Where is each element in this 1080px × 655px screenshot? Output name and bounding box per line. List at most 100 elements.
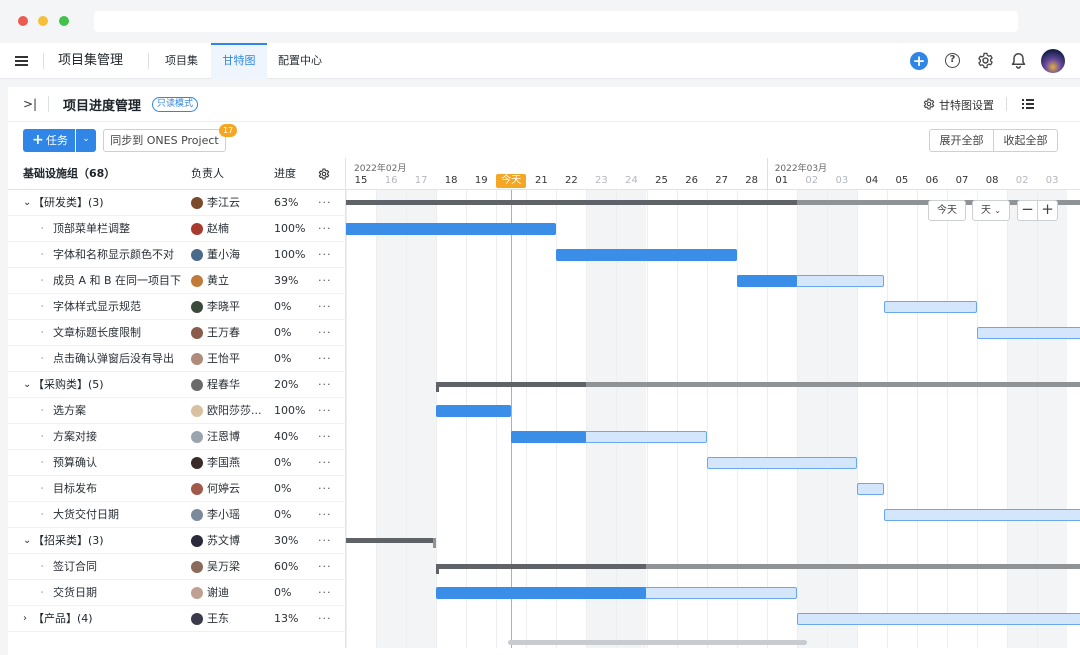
gantt-settings-button[interactable]: 甘特图设置 [939,99,994,112]
task-progress-bar[interactable] [436,405,512,417]
owner-name: 李小瑶 [207,508,240,521]
task-progress-bar[interactable] [346,223,557,235]
minimize-window-dot[interactable] [38,16,48,26]
add-icon[interactable]: + [910,52,928,70]
task-row[interactable]: · 预算确认 李国燕 0% ··· [8,450,346,476]
chevron-down-icon[interactable]: ⌄ [23,379,32,390]
more-icon[interactable]: ··· [318,456,332,469]
task-row[interactable]: · 方案对接 汪恩博 40% ··· [8,424,346,450]
horizontal-scrollbar[interactable] [508,640,807,645]
task-row[interactable]: · 文章标题长度限制 王万春 0% ··· [8,320,346,346]
chevron-down-icon[interactable]: ⌄ [23,197,32,208]
column-settings-icon[interactable] [318,168,330,180]
more-icon[interactable]: ··· [318,430,332,443]
task-bar[interactable] [883,509,1080,521]
progress-value: 0% [274,456,292,469]
gridline [676,174,678,648]
task-progress-bar[interactable] [436,587,647,599]
address-bar[interactable] [94,11,1018,32]
more-icon[interactable]: ··· [318,508,332,521]
task-row[interactable]: · 选方案 欧阳莎莎... 100% ··· [8,398,346,424]
sync-ones-button[interactable]: 同步到 ONES Project [103,129,226,152]
task-row[interactable]: · 字体样式显示规范 李晓平 0% ··· [8,294,346,320]
add-task-dropdown-icon[interactable]: ⌄ [76,129,96,152]
task-row[interactable]: · 目标发布 何婷云 0% ··· [8,476,346,502]
summary-bar[interactable] [436,382,1080,387]
task-row[interactable]: · 签订合同 吴万梁 60% ··· [8,554,346,580]
list-view-icon[interactable] [1022,99,1034,109]
task-bar[interactable] [883,301,978,313]
tab-gantt[interactable]: 甘特图 [211,43,267,79]
more-icon[interactable]: ··· [318,196,332,209]
month-separator [766,158,768,190]
divider [8,121,1080,122]
more-icon[interactable]: ··· [318,612,332,625]
avatar[interactable] [1041,49,1065,73]
more-icon[interactable]: ··· [318,404,332,417]
jump-today-button[interactable]: 今天 [928,200,966,221]
task-progress-bar[interactable] [556,249,737,261]
owner-name: 王东 [207,612,229,625]
more-icon[interactable]: ··· [318,534,332,547]
more-icon[interactable]: ··· [318,326,332,339]
tab-project-set[interactable]: 项目集 [165,54,198,67]
sync-count-badge: 17 [219,124,238,137]
bell-icon[interactable] [1011,52,1026,69]
sidebar-toggle-icon[interactable]: >| [23,97,38,111]
gridline [616,174,618,648]
task-bar[interactable] [796,613,1080,625]
task-bar[interactable] [856,483,884,495]
progress-value: 0% [274,586,292,599]
task-row[interactable]: · 顶部菜单栏调整 赵楠 100% ··· [8,216,346,242]
collapse-all-button[interactable]: 收起全部 [993,129,1058,152]
summary-progress-bar[interactable] [346,200,797,205]
more-icon[interactable]: ··· [318,222,332,235]
more-icon[interactable]: ··· [318,378,332,391]
chevron-right-icon[interactable]: › [23,613,27,624]
gridline [736,174,738,648]
close-window-dot[interactable] [18,16,28,26]
task-name: 文章标题长度限制 [53,326,141,339]
summary-bar[interactable] [436,564,1080,569]
maximize-window-dot[interactable] [59,16,69,26]
menu-icon[interactable] [15,56,28,66]
tab-config-center[interactable]: 配置中心 [278,54,322,67]
task-row[interactable]: · 大货交付日期 李小瑶 0% ··· [8,502,346,528]
summary-progress-bar[interactable] [436,564,647,569]
task-progress-bar[interactable] [511,431,587,443]
time-unit-select[interactable]: 天 ⌄ [972,200,1010,221]
gear-icon[interactable] [977,52,994,69]
day-label: 19 [474,175,488,186]
zoom-out-button[interactable]: − [1017,200,1038,221]
more-icon[interactable]: ··· [318,352,332,365]
task-bar[interactable] [977,327,1080,339]
avatar [191,223,203,235]
group-row[interactable]: ⌄ 【招采类】(3) 苏文博 30% ··· [8,528,346,554]
task-row[interactable]: · 字体和名称显示颜色不对 董小海 100% ··· [8,242,346,268]
group-row[interactable]: ⌄ 【采购类】(5) 程春华 20% ··· [8,372,346,398]
more-icon[interactable]: ··· [318,586,332,599]
summary-progress-bar[interactable] [436,382,587,387]
chevron-down-icon[interactable]: ⌄ [23,535,32,546]
task-progress-bar[interactable] [736,275,797,287]
task-row[interactable]: · 点击确认弹窗后没有导出 王怡平 0% ··· [8,346,346,372]
avatar [191,405,203,417]
gantt-settings-icon[interactable] [923,98,935,110]
summary-progress-bar[interactable] [346,538,437,543]
more-icon[interactable]: ··· [318,248,332,261]
more-icon[interactable]: ··· [318,482,332,495]
group-row[interactable]: › 【产品】(4) 王东 13% ··· [8,606,346,632]
task-name: 签订合同 [53,560,97,573]
add-task-button[interactable]: + 任务 [23,129,75,152]
task-bar[interactable] [706,457,857,469]
owner-name: 李江云 [207,196,240,209]
more-icon[interactable]: ··· [318,300,332,313]
zoom-in-button[interactable]: + [1037,200,1058,221]
expand-all-button[interactable]: 展开全部 [929,129,994,152]
help-icon[interactable]: ? [945,53,960,68]
more-icon[interactable]: ··· [318,560,332,573]
task-row[interactable]: · 交货日期 谢迪 0% ··· [8,580,346,606]
more-icon[interactable]: ··· [318,274,332,287]
task-row[interactable]: · 成员 A 和 B 在同一项目下 黄立 39% ··· [8,268,346,294]
group-row[interactable]: ⌄ 【研发类】(3) 李江云 63% ··· [8,190,346,216]
